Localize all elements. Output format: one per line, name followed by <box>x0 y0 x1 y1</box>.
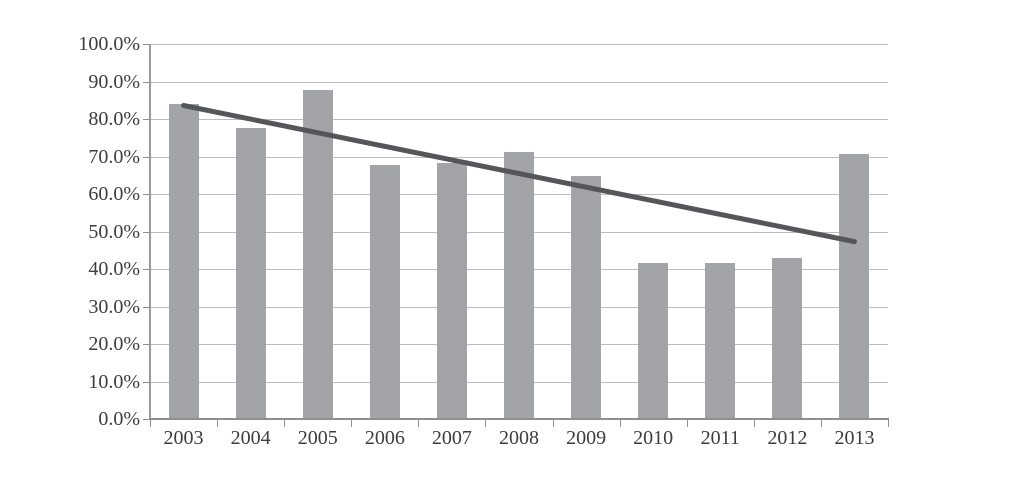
bar-2004 <box>235 128 266 419</box>
x-tick-mark-1 <box>217 420 219 427</box>
x-tick-label-2012: 2012 <box>767 427 808 449</box>
gridline-90 <box>150 81 888 83</box>
y-tick-mark-50 <box>143 231 150 233</box>
x-tick-label-2004: 2004 <box>230 427 271 449</box>
x-tick-mark-11 <box>888 420 889 427</box>
y-tick-mark-30 <box>143 306 150 308</box>
x-tick-label-2013: 2013 <box>834 427 875 449</box>
x-tick-label-2009: 2009 <box>566 427 607 449</box>
y-tick-label-50.0%: 50.0% <box>88 220 140 243</box>
bar-2005 <box>302 89 333 419</box>
y-tick-mark-20 <box>143 344 150 345</box>
x-tick-label-2006: 2006 <box>364 427 405 449</box>
y-tick-label-30.0%: 30.0% <box>88 295 140 318</box>
y-tick-label-80.0%: 80.0% <box>88 108 140 130</box>
x-tick-mark-4 <box>418 420 420 427</box>
x-tick-label-2008: 2008 <box>499 427 539 449</box>
bar-2006 <box>369 165 400 419</box>
x-axis-line <box>149 418 889 420</box>
y-tick-mark-90 <box>143 81 150 83</box>
x-tick-mark-0 <box>150 420 151 427</box>
x-tick-label-2007: 2007 <box>431 427 472 449</box>
y-tick-label-0.0%: 0.0% <box>98 408 140 430</box>
y-tick-mark-80 <box>143 119 150 120</box>
y-axis-line <box>149 44 151 419</box>
x-tick-mark-3 <box>351 420 353 427</box>
bar-2013 <box>839 153 870 419</box>
bar-2007 <box>436 162 467 419</box>
y-tick-label-90.0%: 90.0% <box>88 70 140 93</box>
x-tick-mark-9 <box>753 420 755 427</box>
x-tick-mark-7 <box>619 420 621 427</box>
y-tick-label-20.0%: 20.0% <box>88 333 140 355</box>
trendline-segment <box>181 103 857 245</box>
y-tick-mark-60 <box>143 194 150 195</box>
bar-2003 <box>168 104 199 419</box>
y-tick-label-60.0%: 60.0% <box>88 183 140 205</box>
y-tick-mark-10 <box>143 381 150 383</box>
x-tick-label-2011: 2011 <box>700 427 740 449</box>
x-tick-mark-8 <box>686 420 688 427</box>
x-tick-label-2010: 2010 <box>633 427 674 449</box>
bar-2010 <box>638 263 669 419</box>
x-tick-label-2003: 2003 <box>163 427 204 449</box>
gridline-100 <box>150 44 888 45</box>
x-tick-mark-10 <box>820 420 822 427</box>
y-tick-label-10.0%: 10.0% <box>88 370 140 393</box>
y-tick-label-100.0%: 100.0% <box>78 33 140 55</box>
gridline-80 <box>150 119 888 120</box>
x-tick-label-2005: 2005 <box>297 427 338 449</box>
x-axis-tick-labels: 2003 2004 2005 2006 2007 2008 2009 2010 2011 2012… <box>150 427 888 453</box>
y-tick-mark-40 <box>143 269 150 270</box>
bar-2008 <box>504 151 534 419</box>
x-tick-mark-5 <box>485 420 487 427</box>
y-tick-mark-70 <box>143 156 150 158</box>
x-tick-mark-2 <box>284 420 286 427</box>
bar-2011 <box>705 263 736 419</box>
bar-2012 <box>772 257 803 419</box>
trendline <box>181 103 857 245</box>
plot-area <box>143 44 889 427</box>
y-axis-tick-labels: 0.0% 10.0% 20.0% 30.0% 40.0% 50.0% 60.0% 70.0% 8… <box>0 34 140 429</box>
x-tick-mark-6 <box>552 420 554 427</box>
bar-2009 <box>571 175 602 419</box>
y-tick-label-40.0%: 40.0% <box>88 258 140 280</box>
y-tick-mark-0 <box>143 419 150 420</box>
y-tick-label-70.0%: 70.0% <box>88 145 140 168</box>
y-tick-mark-100 <box>143 44 150 45</box>
